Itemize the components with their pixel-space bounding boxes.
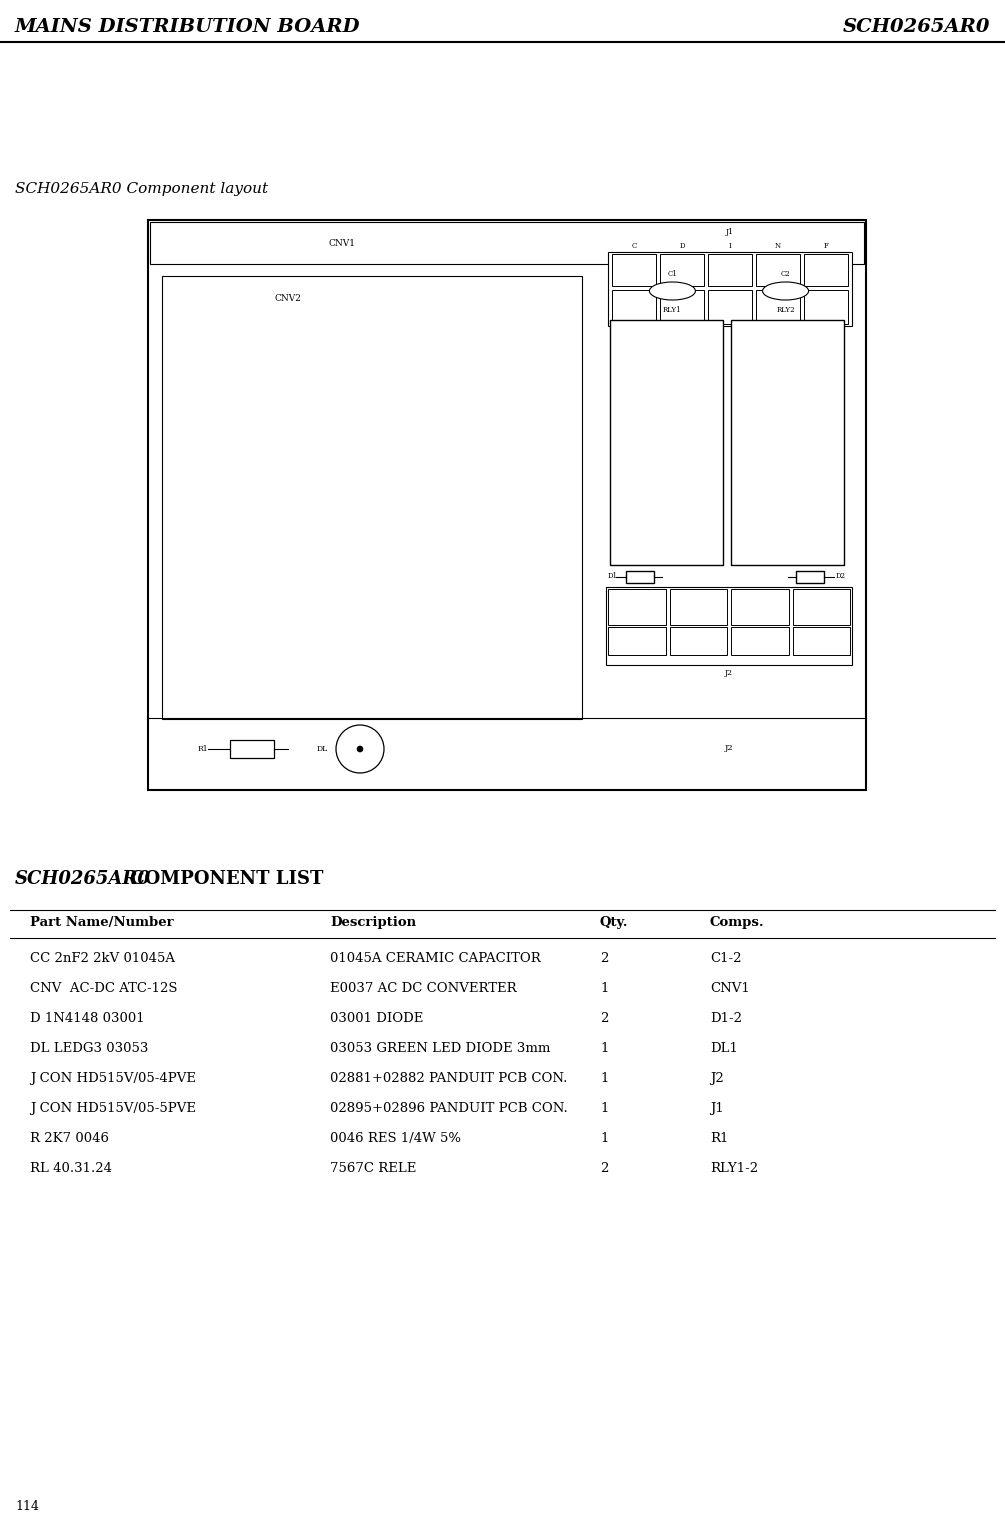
Text: D: D: [679, 241, 684, 251]
Text: 03001 DIODE: 03001 DIODE: [330, 1012, 423, 1025]
Circle shape: [357, 746, 363, 752]
Text: D1: D1: [608, 571, 618, 581]
Text: 1: 1: [600, 1132, 608, 1144]
Text: RLY1-2: RLY1-2: [710, 1161, 758, 1175]
Text: J1: J1: [726, 228, 734, 235]
Text: 2: 2: [600, 952, 608, 966]
Bar: [660, 254, 704, 286]
Text: 02895+02896 PANDUIT PCB CON.: 02895+02896 PANDUIT PCB CON.: [330, 1102, 568, 1115]
Bar: [731, 588, 789, 625]
Bar: [608, 252, 852, 325]
Text: CNV  AC-DC ATC-12S: CNV AC-DC ATC-12S: [30, 983, 178, 995]
Bar: [150, 222, 864, 264]
Bar: [669, 626, 727, 656]
Text: Qty.: Qty.: [600, 915, 628, 929]
Bar: [793, 626, 850, 656]
Text: 1: 1: [600, 1042, 608, 1054]
Text: 1: 1: [600, 1102, 608, 1115]
Bar: [731, 319, 844, 565]
Text: D1-2: D1-2: [710, 1012, 742, 1025]
Bar: [793, 588, 850, 625]
Text: Description: Description: [330, 915, 416, 929]
Text: J2: J2: [725, 744, 734, 752]
Text: 02881+02882 PANDUIT PCB CON.: 02881+02882 PANDUIT PCB CON.: [330, 1073, 568, 1085]
Ellipse shape: [649, 283, 695, 299]
Text: Comps.: Comps.: [710, 915, 765, 929]
Bar: [756, 254, 800, 286]
Text: CNV2: CNV2: [274, 293, 302, 303]
Bar: [162, 277, 582, 720]
Text: C1: C1: [667, 270, 677, 278]
Bar: [660, 290, 704, 324]
Text: SCH0265AR0 Component layout: SCH0265AR0 Component layout: [15, 182, 268, 196]
Text: D2: D2: [836, 571, 846, 581]
Bar: [612, 290, 656, 324]
Text: 2: 2: [600, 1161, 608, 1175]
Text: 03053 GREEN LED DIODE 3mm: 03053 GREEN LED DIODE 3mm: [330, 1042, 551, 1054]
Bar: [610, 319, 723, 565]
Text: CC 2nF2 2kV 01045A: CC 2nF2 2kV 01045A: [30, 952, 175, 966]
Text: SCH0265AR0: SCH0265AR0: [15, 869, 151, 888]
Text: D 1N4148 03001: D 1N4148 03001: [30, 1012, 145, 1025]
Text: RLY1: RLY1: [663, 306, 681, 313]
Text: DL: DL: [317, 746, 328, 753]
Bar: [148, 220, 866, 790]
Text: COMPONENT LIST: COMPONENT LIST: [124, 869, 324, 888]
Text: CNV1: CNV1: [710, 983, 750, 995]
Bar: [804, 254, 848, 286]
Bar: [804, 290, 848, 324]
Text: Part Name/Number: Part Name/Number: [30, 915, 174, 929]
Text: 2: 2: [600, 1012, 608, 1025]
Text: 01045A CERAMIC CAPACITOR: 01045A CERAMIC CAPACITOR: [330, 952, 541, 966]
Text: E0037 AC DC CONVERTER: E0037 AC DC CONVERTER: [330, 983, 517, 995]
Bar: [796, 571, 824, 584]
Text: DL1: DL1: [710, 1042, 738, 1054]
Text: RLY2: RLY2: [776, 306, 795, 313]
Text: DL LEDG3 03053: DL LEDG3 03053: [30, 1042, 149, 1054]
Text: RL 40.31.24: RL 40.31.24: [30, 1161, 112, 1175]
Text: J2: J2: [725, 669, 733, 677]
Text: C2: C2: [781, 270, 791, 278]
Text: 7567C RELE: 7567C RELE: [330, 1161, 416, 1175]
Text: N: N: [775, 241, 781, 251]
Text: J1: J1: [710, 1102, 724, 1115]
Text: 114: 114: [15, 1500, 39, 1513]
Bar: [612, 254, 656, 286]
Text: J2: J2: [710, 1073, 724, 1085]
Circle shape: [336, 724, 384, 773]
Bar: [708, 254, 752, 286]
Text: 0046 RES 1/4W 5%: 0046 RES 1/4W 5%: [330, 1132, 461, 1144]
Text: 1: 1: [600, 1073, 608, 1085]
Text: 1: 1: [600, 983, 608, 995]
Bar: [230, 740, 274, 758]
Bar: [669, 588, 727, 625]
Bar: [608, 588, 665, 625]
Text: CNV1: CNV1: [329, 238, 356, 248]
Text: C: C: [631, 241, 636, 251]
Bar: [708, 290, 752, 324]
Bar: [626, 571, 654, 584]
Text: J CON HD515V/05-5PVE: J CON HD515V/05-5PVE: [30, 1102, 196, 1115]
Text: F: F: [824, 241, 828, 251]
Text: SCH0265AR0: SCH0265AR0: [842, 18, 990, 37]
Bar: [756, 290, 800, 324]
Bar: [606, 587, 852, 665]
Text: J CON HD515V/05-4PVE: J CON HD515V/05-4PVE: [30, 1073, 196, 1085]
Text: I: I: [729, 241, 732, 251]
Ellipse shape: [763, 283, 809, 299]
Text: R1: R1: [710, 1132, 729, 1144]
Text: C1-2: C1-2: [710, 952, 742, 966]
Bar: [731, 626, 789, 656]
Text: R 2K7 0046: R 2K7 0046: [30, 1132, 109, 1144]
Text: R1: R1: [197, 746, 208, 753]
Text: MAINS DISTRIBUTION BOARD: MAINS DISTRIBUTION BOARD: [15, 18, 361, 37]
Bar: [608, 626, 665, 656]
